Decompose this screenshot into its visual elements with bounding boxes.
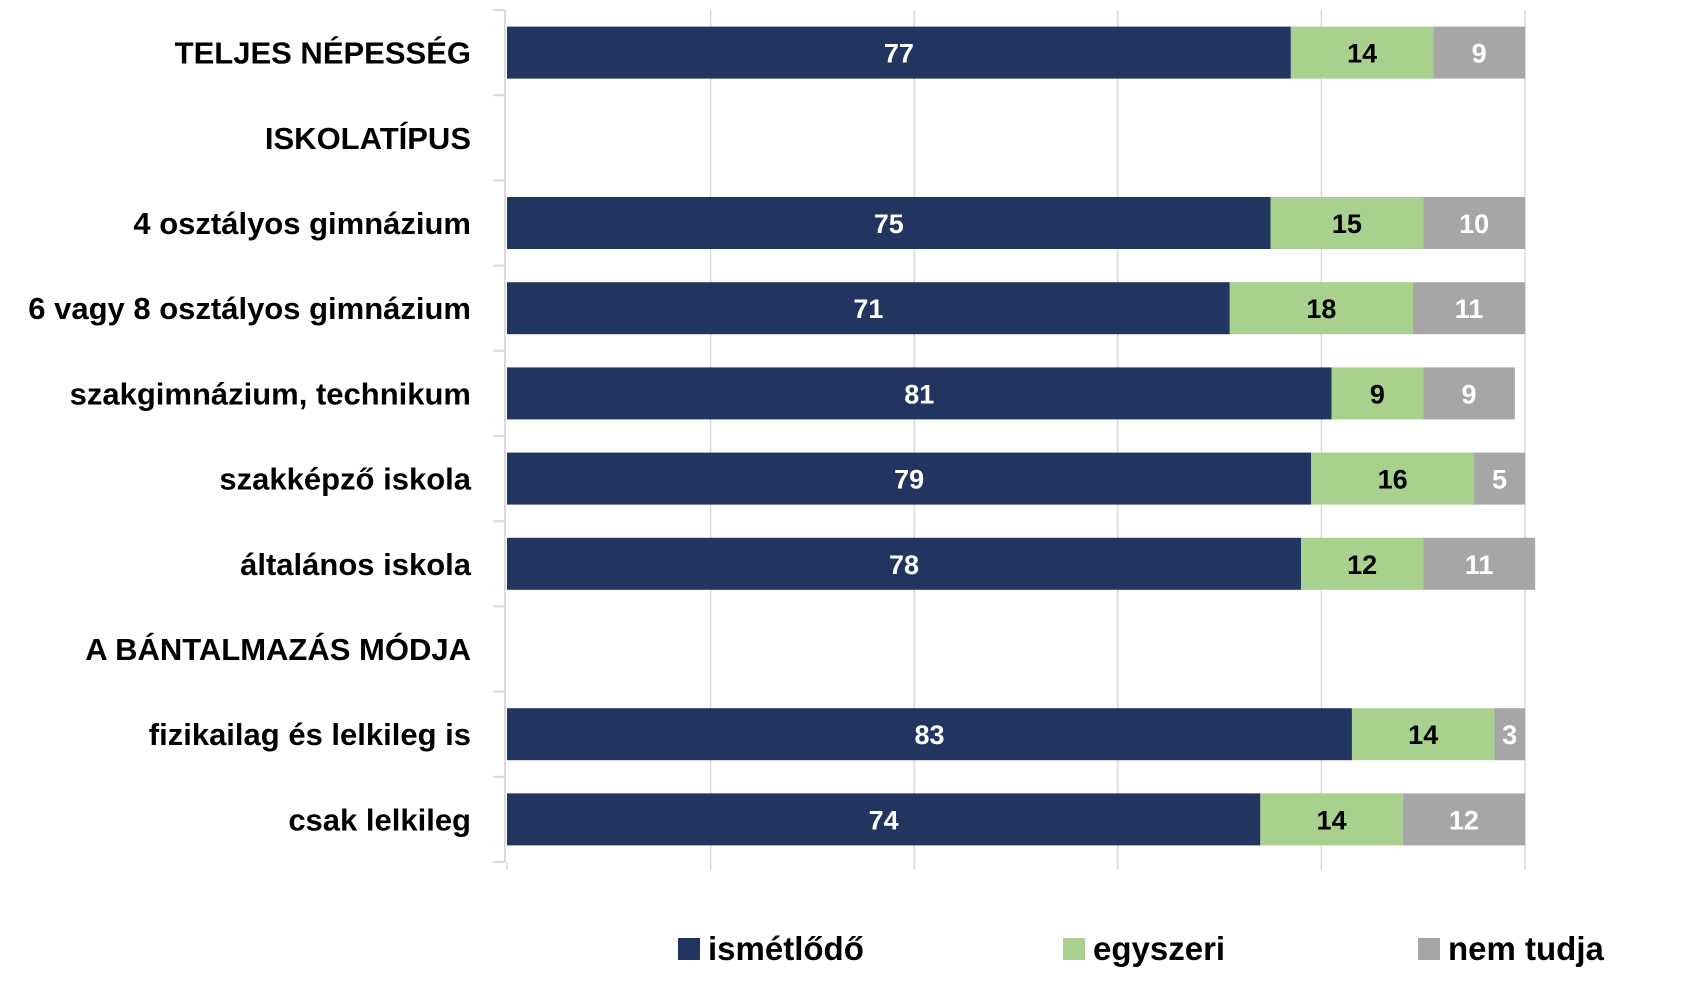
category-label: A BÁNTALMAZÁS MÓDJA	[85, 631, 471, 667]
data-label: 14	[1408, 720, 1438, 750]
data-label: 11	[1465, 550, 1494, 580]
legend-swatch	[678, 938, 700, 960]
legend-swatch	[1063, 938, 1085, 960]
data-label: 12	[1449, 805, 1479, 835]
data-label: 71	[853, 294, 883, 324]
bar-segment	[1413, 282, 1525, 335]
data-label: 75	[874, 209, 904, 239]
bar-segment	[1423, 537, 1536, 590]
data-label: 14	[1347, 39, 1377, 69]
data-label: 14	[1317, 805, 1347, 835]
bar-segment	[507, 708, 1352, 761]
data-label: 5	[1492, 465, 1507, 495]
category-label: fizikailag és lelkileg is	[149, 717, 471, 752]
data-label: 9	[1472, 39, 1487, 69]
legend-swatch	[1418, 938, 1440, 960]
bar-segment	[1270, 197, 1424, 249]
data-label: 12	[1347, 550, 1377, 580]
bar-segment	[1423, 197, 1525, 249]
bar-segment	[507, 537, 1302, 590]
data-label: 18	[1306, 294, 1336, 324]
data-label: 77	[884, 39, 914, 69]
bar-segment	[1311, 452, 1475, 505]
category-label: ISKOLATÍPUS	[265, 121, 471, 156]
bar-segment	[1402, 793, 1525, 846]
bar-segment	[1474, 452, 1525, 505]
category-label: csak lelkileg	[288, 802, 471, 837]
data-label: 9	[1370, 379, 1385, 409]
bar-segment	[507, 367, 1332, 420]
data-label: 78	[889, 550, 919, 580]
data-label: 9	[1461, 379, 1476, 409]
legend-label: nem tudja	[1448, 930, 1604, 967]
bar-segment	[507, 26, 1291, 79]
data-label: 16	[1378, 465, 1408, 495]
data-label: 74	[869, 805, 899, 835]
category-label: szakképző iskola	[219, 462, 471, 497]
data-label: 10	[1459, 209, 1489, 239]
category-label: általános iskola	[240, 547, 472, 582]
data-label: 3	[1502, 720, 1517, 750]
bar-segment	[1290, 26, 1434, 79]
bar-segment	[1494, 708, 1525, 761]
category-label: 6 vagy 8 osztályos gimnázium	[28, 291, 471, 326]
category-label: szakgimnázium, technikum	[70, 376, 471, 411]
bar-segment	[1351, 708, 1495, 761]
data-label: 79	[894, 465, 924, 495]
bar-segment	[1423, 367, 1515, 420]
bar-segment	[507, 282, 1230, 335]
bar-segment	[507, 197, 1271, 249]
category-label: TELJES NÉPESSÉG	[175, 36, 471, 71]
bar-segment	[507, 452, 1312, 505]
bar-segment	[1229, 282, 1414, 335]
bar-segment	[1433, 26, 1525, 79]
data-label: 83	[914, 720, 944, 750]
data-label: 11	[1455, 294, 1484, 324]
bar-segment	[1301, 537, 1424, 590]
data-label: 81	[904, 379, 934, 409]
category-label: 4 osztályos gimnázium	[133, 206, 471, 241]
bar-segment	[507, 793, 1261, 846]
bar-segment	[1331, 367, 1424, 420]
data-label: 15	[1332, 209, 1362, 239]
legend-label: egyszeri	[1093, 930, 1225, 967]
legend-label: ismétlődő	[708, 930, 864, 967]
bar-segment	[1260, 793, 1403, 846]
